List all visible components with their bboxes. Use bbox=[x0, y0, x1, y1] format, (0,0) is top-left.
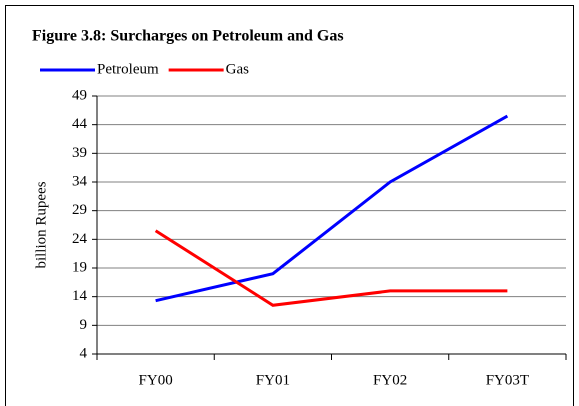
x-tick-label: FY00 bbox=[139, 372, 173, 388]
y-tick-label: 29 bbox=[72, 202, 87, 218]
y-tick-label: 49 bbox=[72, 87, 87, 103]
frame bbox=[5, 5, 574, 406]
y-tick-label: 19 bbox=[72, 259, 87, 275]
x-tick-label: FY01 bbox=[256, 372, 290, 388]
legend-label: Petroleum bbox=[97, 61, 159, 77]
y-tick-label: 39 bbox=[72, 145, 87, 161]
series-line bbox=[154, 229, 508, 307]
y-tick-label: 24 bbox=[72, 231, 88, 247]
y-tick-label: 4 bbox=[80, 345, 88, 361]
y-tick-label: 34 bbox=[72, 173, 88, 189]
series-line bbox=[155, 114, 509, 303]
x-tick-label: FY03T bbox=[486, 372, 529, 388]
y-tick-label: 14 bbox=[72, 288, 88, 304]
x-tick-label: FY02 bbox=[373, 372, 407, 388]
y-axis-label: billion Rupees bbox=[33, 181, 49, 268]
y-tick-label: 9 bbox=[80, 317, 88, 333]
y-tick-label: 44 bbox=[72, 116, 88, 132]
legend-label: Gas bbox=[226, 61, 249, 77]
chart-title: Figure 3.8: Surcharges on Petroleum and … bbox=[32, 28, 344, 45]
